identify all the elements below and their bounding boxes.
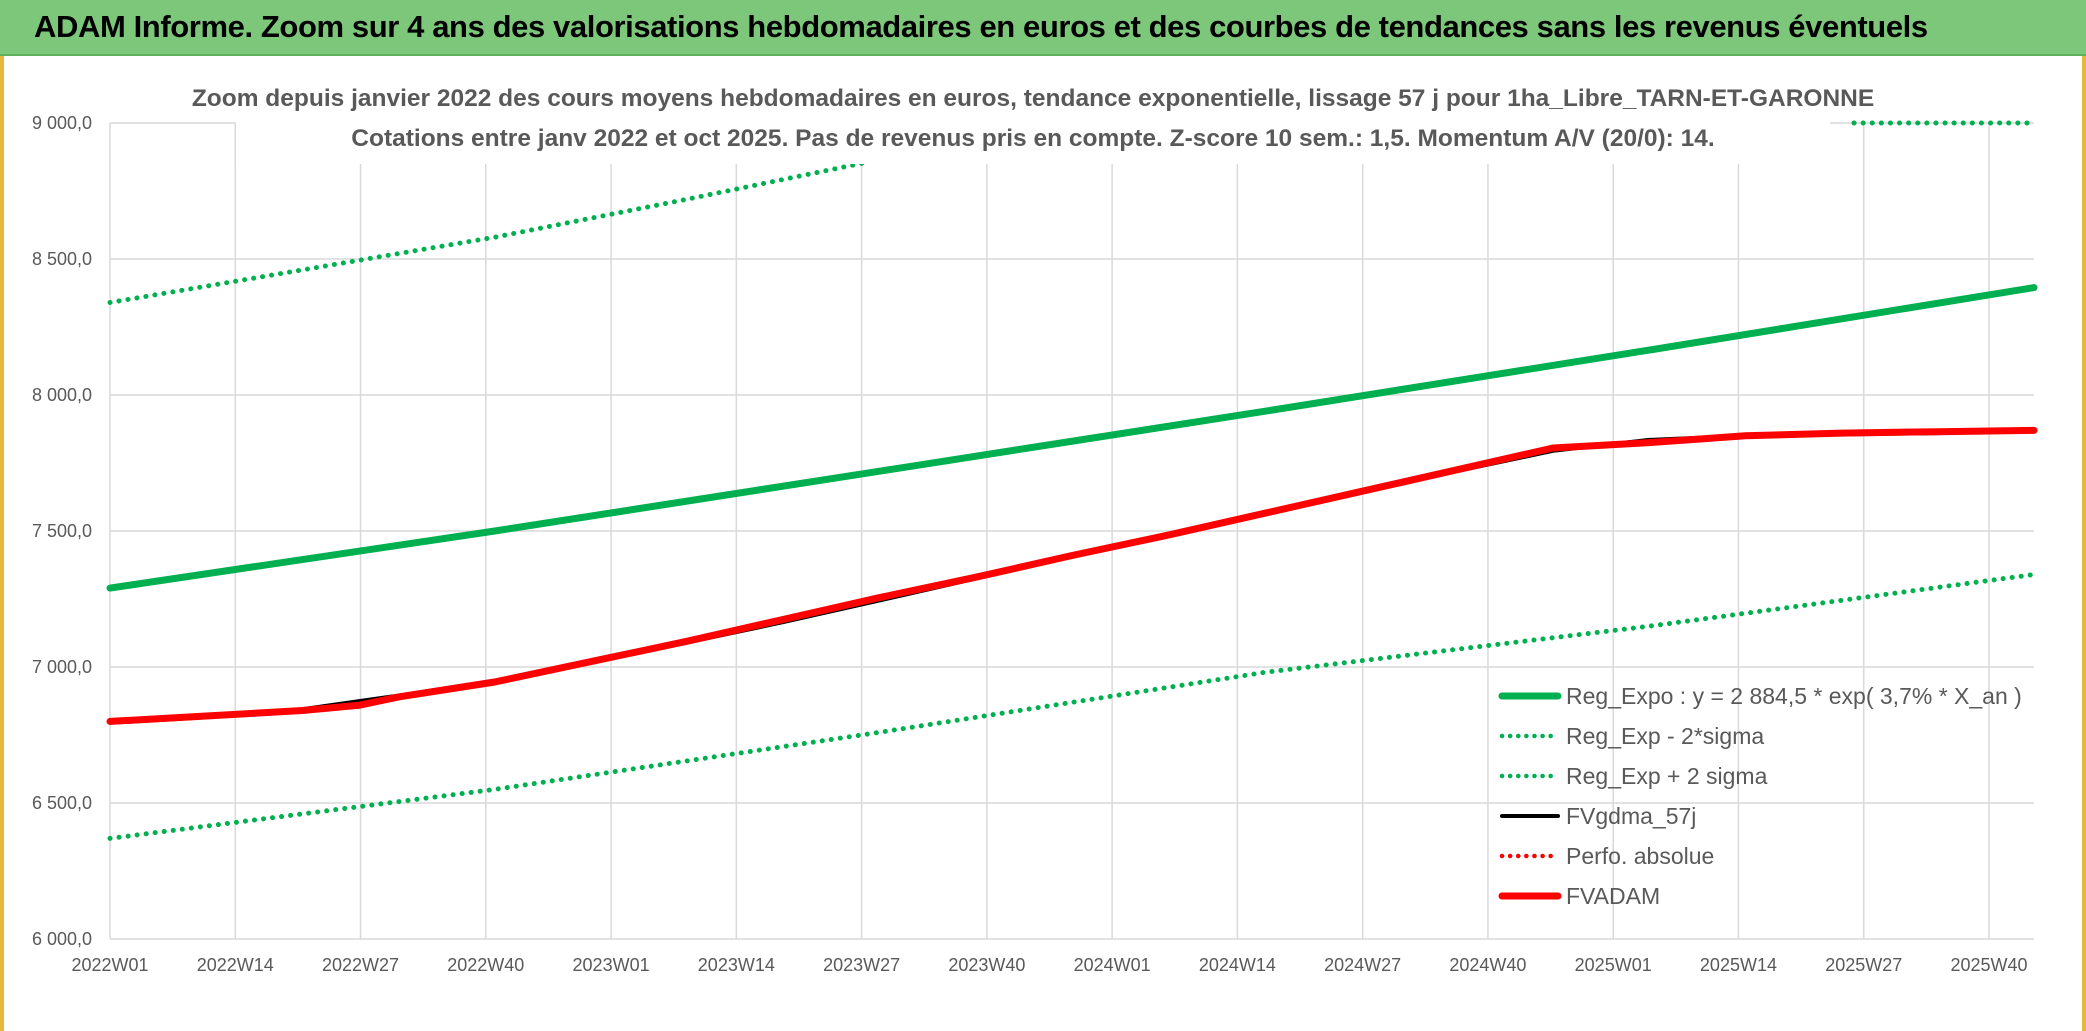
- series-lines: [106, 120, 2038, 841]
- x-tick-label: 2024W27: [1324, 955, 1401, 975]
- x-tick-label: 2024W40: [1449, 955, 1526, 975]
- y-tick-label: 8 000,0: [32, 385, 92, 405]
- chart-title-line-2: Cotations entre janv 2022 et oct 2025. P…: [351, 125, 1714, 152]
- series-line: [108, 428, 2036, 725]
- legend-label: Perfo. absolue: [1566, 843, 1714, 869]
- x-tick-label: 2024W01: [1074, 955, 1151, 975]
- series-line: [107, 159, 869, 305]
- legend: Reg_Expo : y = 2 884,5 * exp( 3,7% * X_a…: [1498, 683, 2022, 909]
- x-tick-label: 2024W14: [1199, 955, 1276, 975]
- header-banner: ADAM Informe. Zoom sur 4 ans des valoris…: [0, 0, 2086, 56]
- series-line: [106, 284, 2038, 592]
- legend-label: Reg_Expo : y = 2 884,5 * exp( 3,7% * X_a…: [1566, 683, 2022, 709]
- chart-title-background: [236, 76, 1830, 164]
- x-tick-label: 2022W27: [322, 955, 399, 975]
- series-line: [106, 426, 2038, 725]
- x-tick-label: 2022W40: [447, 955, 524, 975]
- legend-label: FVgdma_57j: [1566, 803, 1696, 829]
- x-tick-label: 2025W14: [1700, 955, 1777, 975]
- y-tick-label: 8 500,0: [32, 249, 92, 269]
- x-tick-label: 2023W01: [573, 955, 650, 975]
- x-tick-label: 2025W40: [1950, 955, 2027, 975]
- grid: [109, 122, 2034, 940]
- legend-label: Reg_Exp - 2*sigma: [1566, 723, 1764, 749]
- y-tick-label: 6 000,0: [32, 929, 92, 949]
- x-tick-label: 2023W14: [698, 955, 775, 975]
- x-tick-label: 2022W01: [71, 955, 148, 975]
- series-line: [107, 572, 2037, 841]
- x-tick-label: 2025W01: [1575, 955, 1652, 975]
- y-tick-label: 6 500,0: [32, 793, 92, 813]
- legend-label: FVADAM: [1566, 883, 1660, 909]
- chart-frame: Zoom depuis janvier 2022 des cours moyen…: [0, 56, 2086, 1031]
- chart-title-line-1: Zoom depuis janvier 2022 des cours moyen…: [192, 85, 1874, 112]
- y-tick-label: 7 500,0: [32, 521, 92, 541]
- x-tick-label: 2025W27: [1825, 955, 1902, 975]
- x-tick-label: 2023W40: [948, 955, 1025, 975]
- y-tick-label: 7 000,0: [32, 657, 92, 677]
- x-tick-label: 2023W27: [823, 955, 900, 975]
- header-title: ADAM Informe. Zoom sur 4 ans des valoris…: [34, 9, 1928, 44]
- x-tick-label: 2022W14: [197, 955, 274, 975]
- chart: Zoom depuis janvier 2022 des cours moyen…: [32, 76, 2038, 975]
- legend-label: Reg_Exp + 2 sigma: [1566, 763, 1768, 789]
- axis-labels: 6 000,0 6 500,0 7 000,0 7 500,0 8 000,0 8 500…: [32, 113, 2028, 975]
- y-tick-label: 9 000,0: [32, 113, 92, 133]
